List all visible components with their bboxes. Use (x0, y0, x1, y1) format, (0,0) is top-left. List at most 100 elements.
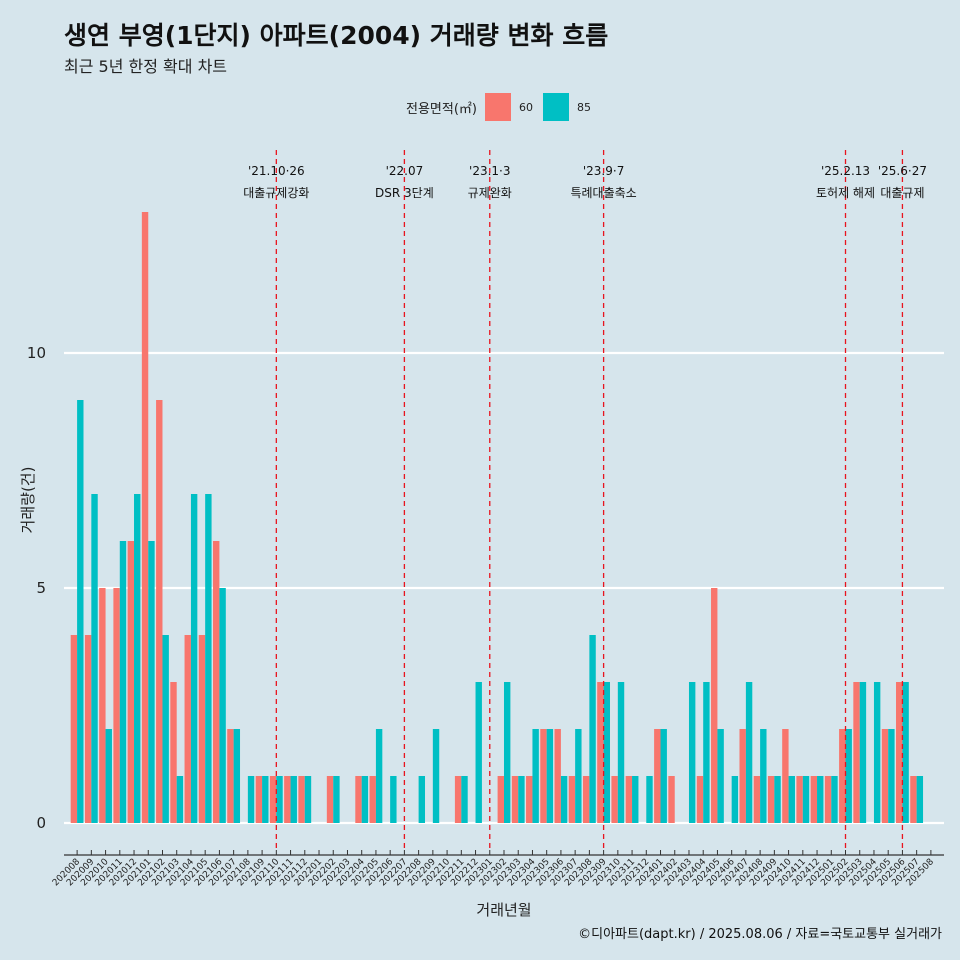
bar-60-202106 (213, 541, 220, 823)
bar-60-202110 (269, 776, 277, 823)
y-tick-label-10: 10 (27, 344, 46, 362)
bar-85-202404 (703, 682, 710, 823)
bar-60-202009 (84, 635, 92, 823)
bar-85-202412 (817, 776, 824, 823)
bar-85-202305 (546, 729, 554, 823)
bar-85-202208 (418, 776, 426, 823)
bar-60-202502 (839, 729, 846, 823)
bar-85-202104 (190, 494, 198, 823)
bar-60-202309 (597, 682, 604, 823)
bar-60-202103 (170, 682, 177, 823)
bar-85-202012 (134, 494, 141, 823)
bar-60-202109 (255, 776, 263, 823)
legend-label-85: 85 (576, 100, 591, 114)
y-axis-title: 거래량(건) (19, 467, 37, 534)
bar-85-202211 (461, 776, 468, 823)
bar-60-202205 (369, 776, 376, 823)
bar-85-202310 (617, 682, 625, 823)
bar-85-202209 (432, 729, 440, 823)
bar-85-202409 (774, 776, 781, 823)
bar-85-202205 (375, 729, 383, 823)
annotation-label-202110: 대출규제강화 (243, 186, 309, 200)
x-axis-title: 거래년월 (476, 901, 531, 919)
chart-subtitle: 최근 5년 한정 확대 차트 (64, 57, 228, 76)
bar-60-202012 (127, 541, 135, 823)
bar-85-202303 (518, 776, 525, 823)
annotation-label-202309: 특례대출축소 (570, 186, 636, 200)
bar-60-202308 (582, 776, 590, 823)
legend-key-85 (542, 93, 569, 121)
bar-60-202008 (70, 635, 78, 823)
bar-60-202409 (767, 776, 775, 823)
bar-60-202507 (910, 776, 917, 823)
bar-60-202105 (198, 635, 206, 823)
bar-60-202501 (824, 776, 832, 823)
bar-60-202112 (298, 776, 305, 823)
bar-60-202303 (511, 776, 519, 823)
bar-60-202311 (625, 776, 633, 823)
annotation-date-202207: '22.07 (386, 164, 424, 178)
bar-85-202405 (717, 729, 724, 823)
bar-85-202108 (247, 776, 255, 823)
bar-60-202211 (454, 776, 462, 823)
bar-85-202306 (560, 776, 568, 823)
bar-60-202010 (99, 588, 106, 823)
bar-60-202404 (696, 776, 704, 823)
bar-85-202204 (361, 776, 369, 823)
bar-60-202408 (753, 776, 761, 823)
bar-60-202310 (611, 776, 618, 823)
bar-60-202306 (554, 729, 561, 823)
bar-60-202011 (113, 588, 120, 823)
bar-60-202505 (881, 729, 889, 823)
legend: 전용면적(㎡) 60 85 (406, 93, 601, 121)
bar-85-202311 (632, 776, 639, 823)
bar-85-202502 (845, 729, 852, 823)
bar-85-202102 (162, 635, 169, 823)
bar-85-202103 (176, 776, 184, 823)
bar-85-202202 (333, 776, 340, 823)
bar-85-202307 (575, 729, 582, 823)
bar-85-202407 (745, 682, 753, 823)
bar-60-202405 (711, 588, 718, 823)
chart-title: 생연 부영(1단지) 아파트(2004) 거래량 변화 흐름 (64, 21, 609, 50)
annotation-label-202301: 규제완화 (468, 186, 512, 200)
bar-85-202111 (290, 776, 297, 823)
annotation-label-202506: 대출규제 (880, 186, 924, 200)
bar-85-202008 (77, 400, 84, 823)
legend-label-60: 60 (518, 100, 533, 114)
bar-60-202506 (896, 682, 903, 823)
bar-85-202501 (831, 776, 838, 823)
bar-85-202401 (660, 729, 667, 823)
bar-60-202503 (853, 682, 860, 823)
bar-60-202305 (540, 729, 547, 823)
y-tick-label-0: 0 (36, 814, 46, 832)
bar-85-202009 (91, 494, 98, 823)
bar-85-202309 (603, 682, 610, 823)
bar-85-202504 (873, 682, 881, 823)
bar-60-202102 (156, 400, 163, 823)
bar-85-202507 (916, 776, 924, 823)
bar-85-202505 (888, 729, 895, 823)
bar-85-202105 (205, 494, 212, 823)
bar-60-202302 (497, 776, 504, 823)
bar-60-202104 (184, 635, 191, 823)
bar-60-202410 (782, 729, 789, 823)
bar-85-202406 (731, 776, 739, 823)
bar-85-202410 (788, 776, 795, 823)
bar-85-202206 (390, 776, 397, 823)
bar-85-202010 (105, 729, 112, 823)
bar-85-202302 (503, 682, 511, 823)
bar-60-202407 (739, 729, 746, 823)
bar-85-202110 (276, 776, 283, 823)
bar-60-202101 (141, 212, 149, 823)
annotation-date-202110: '21.10·26 (248, 164, 305, 178)
bar-85-202308 (589, 635, 596, 823)
bar-85-202112 (304, 776, 312, 823)
bar-85-202011 (119, 541, 127, 823)
bar-60-202304 (526, 776, 533, 823)
bar-85-202312 (646, 776, 653, 823)
annotation-date-202301: '23.1·3 (469, 164, 510, 178)
bar-60-202107 (227, 729, 234, 823)
bar-60-202307 (568, 776, 576, 823)
